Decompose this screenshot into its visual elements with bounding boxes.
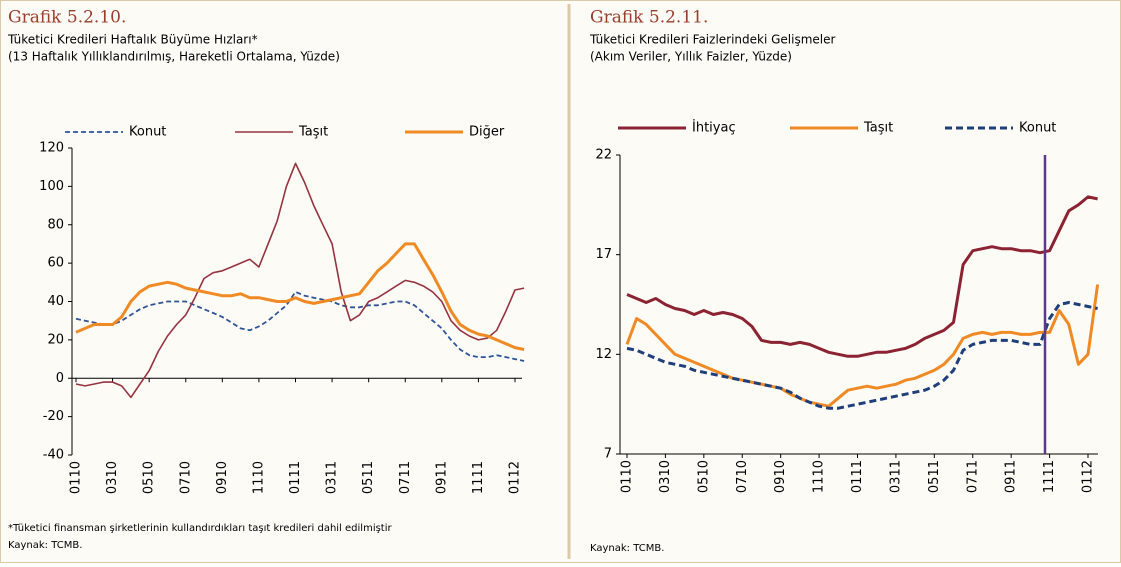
chart-subtitle: Tüketici Kredileri Faizlerindeki Gelişme… xyxy=(589,33,836,47)
chart-subtitle: Tüketici Kredileri Haftalık Büyüme Hızla… xyxy=(7,33,258,47)
x-tick-label: 1110 xyxy=(812,460,827,493)
x-tick-label: 0311 xyxy=(888,460,903,493)
x-tick-label: 0910 xyxy=(215,461,230,494)
x-tick-label: 0511 xyxy=(361,461,376,494)
x-tick-label: 0112 xyxy=(508,461,523,494)
y-tick-label: 80 xyxy=(47,217,64,232)
series-line xyxy=(626,301,1098,410)
x-tick-label: 0310 xyxy=(105,461,120,494)
chart-title: Grafik 5.2.11. xyxy=(590,8,708,28)
chart-subtitle: (Akım Veriler, Yıllık Faizler, Yüzde) xyxy=(590,50,792,64)
footnote: *Tüketici finansman şirketlerinin kullan… xyxy=(8,523,393,534)
x-tick-label: 0110 xyxy=(69,461,84,494)
x-tick-label: 0711 xyxy=(398,461,413,494)
series-line xyxy=(75,162,525,399)
source: Kaynak: TCMB. xyxy=(8,540,82,551)
x-tick-label: 0911 xyxy=(434,461,449,494)
legend-label: Taşıt xyxy=(863,121,893,136)
legend-label: Diğer xyxy=(469,125,505,140)
legend-label: İhtiyaç xyxy=(692,120,736,136)
x-tick-label: 0910 xyxy=(773,460,788,493)
chart-subtitle: (13 Haftalık Yıllıklandırılmış, Hareketl… xyxy=(8,50,340,64)
legend-label: Konut xyxy=(129,125,166,140)
legend-label: Konut xyxy=(1019,121,1056,136)
x-tick-label: 0311 xyxy=(325,461,340,494)
y-tick-label: 120 xyxy=(39,141,64,156)
x-tick-label: 1111 xyxy=(1042,460,1057,493)
x-tick-label: 0110 xyxy=(620,460,635,493)
x-tick-label: 0310 xyxy=(658,460,673,493)
y-tick-label: 40 xyxy=(47,294,64,309)
x-tick-label: 0710 xyxy=(735,460,750,493)
x-tick-label: 0711 xyxy=(965,460,980,493)
x-tick-label: 0112 xyxy=(1081,460,1096,493)
source: Kaynak: TCMB. xyxy=(590,543,664,554)
x-tick-label: 0911 xyxy=(1004,460,1019,493)
y-tick-label: 22 xyxy=(595,148,612,163)
series-line xyxy=(625,284,1100,408)
x-tick-label: 0511 xyxy=(927,460,942,493)
series-line xyxy=(75,242,525,351)
chart-title: Grafik 5.2.10. xyxy=(8,8,126,28)
y-tick-label: -40 xyxy=(43,448,64,463)
x-tick-label: 0510 xyxy=(696,460,711,493)
x-tick-label: 0111 xyxy=(850,460,865,493)
series-line xyxy=(626,195,1098,358)
y-tick-label: 12 xyxy=(595,347,612,362)
legend-label: Taşıt xyxy=(298,125,328,140)
y-tick-label: 17 xyxy=(595,247,612,262)
y-tick-label: 60 xyxy=(47,256,64,271)
y-tick-label: -20 xyxy=(43,409,64,424)
x-tick-label: 1110 xyxy=(251,461,266,494)
y-tick-label: 0 xyxy=(56,371,64,386)
y-tick-label: 7 xyxy=(604,447,612,462)
x-tick-label: 0111 xyxy=(288,461,303,494)
x-tick-label: 0510 xyxy=(142,461,157,494)
x-tick-label: 1111 xyxy=(471,461,486,494)
y-tick-label: 20 xyxy=(47,332,64,347)
x-tick-label: 0710 xyxy=(178,461,193,494)
series-line xyxy=(75,291,525,362)
y-tick-label: 100 xyxy=(39,179,64,194)
